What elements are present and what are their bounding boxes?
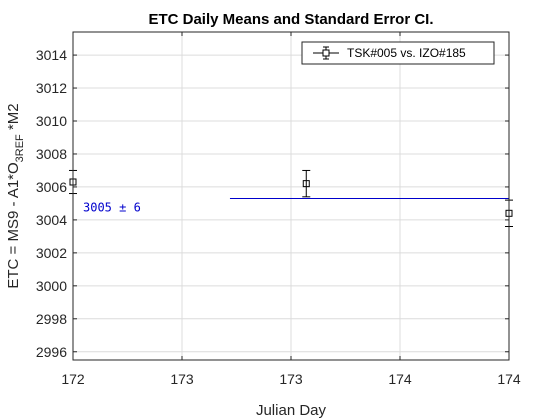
mean-line-group: 3005 ± 6 (83, 197, 509, 214)
y-axis-label-suffix: *M2 (5, 103, 22, 134)
y-tick-label: 3000 (36, 278, 67, 294)
y-axis-label-prefix: ETC = MS9 - A1*O (5, 162, 22, 288)
legend-box (301, 41, 495, 65)
legend-marker (322, 49, 330, 57)
chart-title: ETC Daily Means and Standard Error CI. (148, 11, 433, 28)
y-tick-label: 3006 (36, 179, 67, 195)
y-tick-label: 3014 (36, 47, 67, 63)
y-tick-label: 2998 (36, 311, 67, 327)
y-axis-label-subscript: 3REF (14, 134, 26, 162)
legend-label: TSK#005 vs. IZO#185 (347, 46, 466, 60)
y-tick-label: 3002 (36, 245, 67, 261)
ticks: 172 173 173 174 174 2996 2998 3000 3002 3004 3006 3… (36, 32, 521, 387)
y-tick-label: 3004 (36, 212, 67, 228)
y-tick-label: 3008 (36, 146, 67, 162)
legend: TSK#005 vs. IZO#185 (301, 41, 495, 65)
x-tick-label: 174 (497, 371, 521, 387)
x-tick-label: 173 (279, 371, 303, 387)
y-tick-label: 3012 (36, 80, 67, 96)
y-axis-label: ETC = MS9 - A1*O3REF *M2 (5, 103, 26, 288)
x-tick-label: 173 (170, 371, 194, 387)
y-tick-label: 2996 (36, 344, 67, 360)
data-point (302, 180, 310, 188)
x-tick-label: 174 (388, 371, 412, 387)
x-tick-label: 172 (61, 371, 85, 387)
mean-label: 3005 ± 6 (83, 200, 141, 214)
y-tick-label: 3010 (36, 113, 67, 129)
x-axis-label: Julian Day (256, 402, 327, 419)
